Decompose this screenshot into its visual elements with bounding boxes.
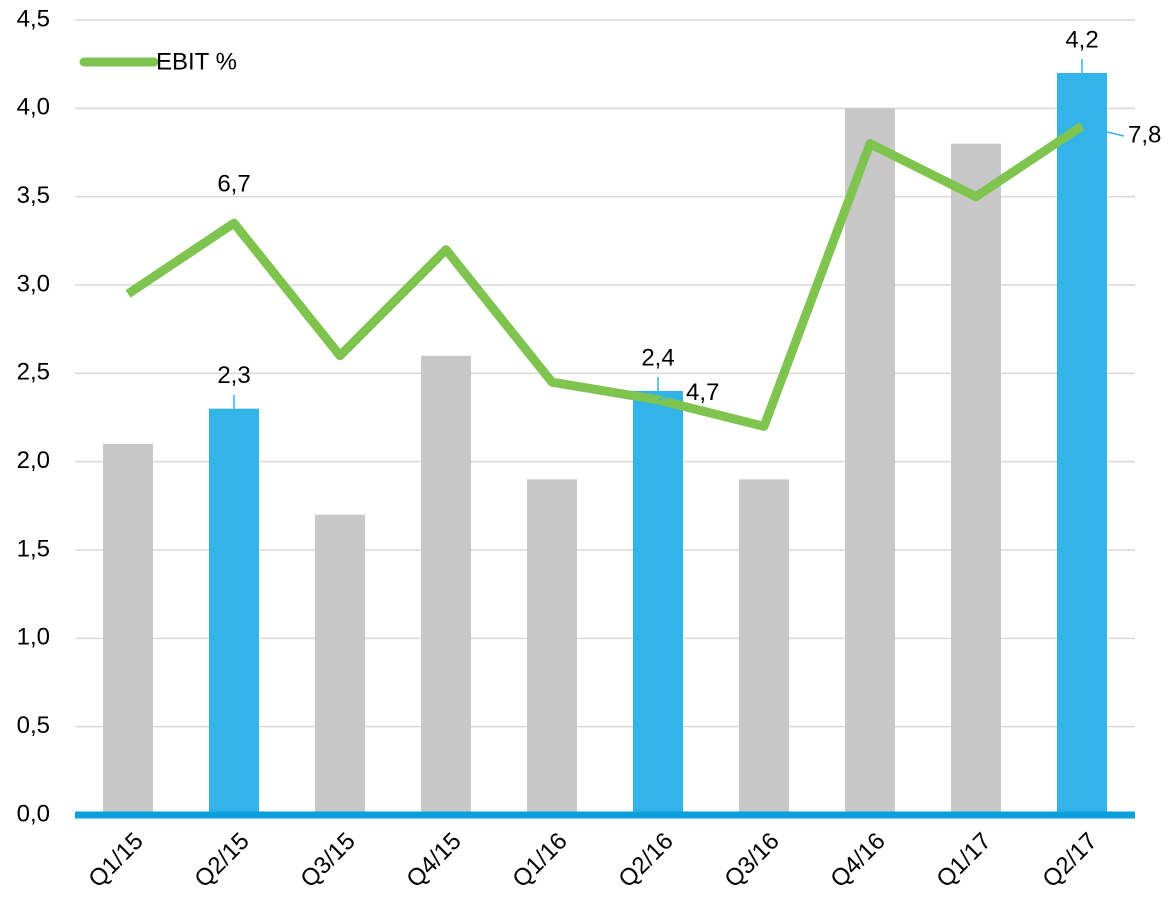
x-tick-label: Q4/16 <box>825 828 890 893</box>
bar <box>315 514 365 815</box>
bar <box>1057 73 1107 815</box>
bar-value-label: 2,4 <box>641 344 674 371</box>
x-tick-label: Q3/16 <box>719 828 784 893</box>
x-tick-label: Q1/15 <box>83 828 148 893</box>
ebit-line <box>125 122 1085 431</box>
x-tick-label: Q2/17 <box>1037 828 1102 893</box>
label-leader <box>657 393 683 401</box>
line-value-label: 6,7 <box>217 171 250 198</box>
y-tick-label: 3,0 <box>17 270 50 297</box>
bar <box>951 143 1001 815</box>
y-tick-label: 1,0 <box>17 624 50 651</box>
y-tick-label: 3,5 <box>17 182 50 209</box>
y-tick-label: 4,5 <box>17 5 50 32</box>
bar <box>209 408 259 815</box>
x-tick-label: Q2/15 <box>189 828 254 893</box>
y-tick-label: 0,0 <box>17 800 50 827</box>
bar-value-label: 4,2 <box>1065 26 1098 53</box>
x-tick-label: Q1/16 <box>507 828 572 893</box>
x-tick-label: Q4/15 <box>401 828 466 893</box>
bar-value-label: 2,3 <box>217 362 250 389</box>
label-leader <box>1081 125 1125 137</box>
x-tick-label: Q3/15 <box>295 828 360 893</box>
line-value-label: 7,8 <box>1128 121 1161 148</box>
y-tick-label: 0,5 <box>17 712 50 739</box>
bar <box>421 355 471 815</box>
y-tick-label: 4,0 <box>17 94 50 121</box>
legend-label: EBIT % <box>156 48 237 75</box>
y-tick-label: 2,0 <box>17 447 50 474</box>
bar <box>633 391 683 815</box>
y-tick-label: 1,5 <box>17 535 50 562</box>
x-tick-label: Q2/16 <box>613 828 678 893</box>
bar <box>527 479 577 815</box>
line-value-label: 4,7 <box>686 379 719 406</box>
bar <box>845 108 895 816</box>
bar <box>103 444 153 815</box>
y-tick-label: 2,5 <box>17 359 50 386</box>
bar <box>739 479 789 815</box>
x-tick-label: Q1/17 <box>931 828 996 893</box>
